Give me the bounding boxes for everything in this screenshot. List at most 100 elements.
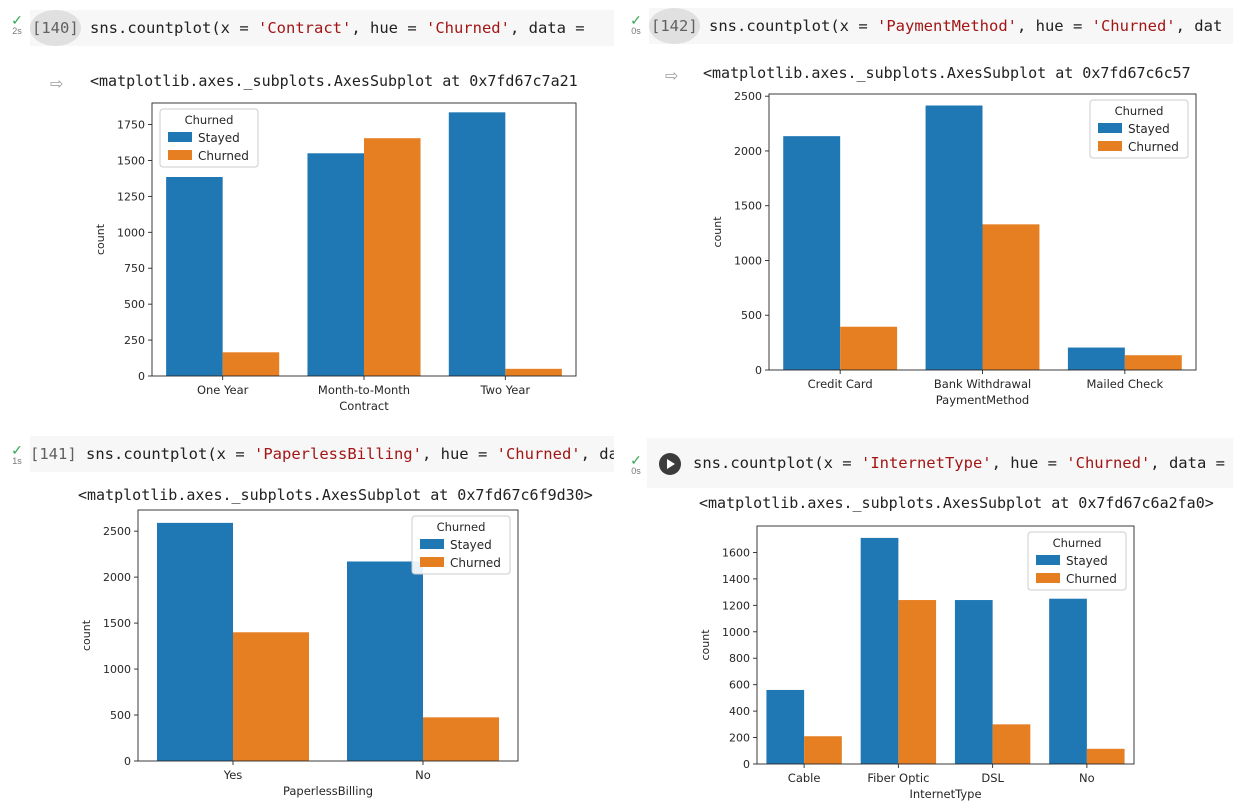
y-tick-label: 0 [743,758,750,771]
y-tick-label: 500 [110,709,131,722]
x-tick-label: DSL [981,771,1004,785]
y-axis-label: count [699,629,712,661]
legend-label-churned: Churned [1066,572,1117,586]
y-tick-label: 2000 [734,145,762,158]
legend-swatch-churned [1036,573,1060,583]
code-text: sns.countplot(x = 'PaymentMethod', hue =… [709,17,1223,35]
exec-count[interactable]: [141] [30,445,77,463]
y-tick-label: 1750 [117,119,145,132]
x-tick-label: Yes [223,768,243,782]
legend-label-churned: Churned [1128,140,1179,154]
bar-churned-credit-card [840,326,898,370]
x-tick-label: Credit Card [808,377,873,391]
legend-label-churned: Churned [198,149,249,163]
x-tick-label: Fiber Optic [867,771,929,785]
bar-stayed-month-to-month [307,153,364,376]
y-axis-label: count [94,223,107,255]
code-cell[interactable]: [140] sns.countplot(x = 'Contract', hue … [30,10,614,46]
legend-swatch-churned [168,150,192,160]
chart-paperless-billing: 0 500 1000 1500 2000 2500 Yes No PaperlessBillin… [80,509,519,798]
bar-stayed-credit-card [783,136,841,370]
bar-churned-month-to-month [364,138,421,376]
y-tick-label: 1500 [734,200,762,213]
y-tick-label: 250 [124,334,145,347]
chart-contract: 0 250 500 750 1000 1250 1500 1750 One Year Month-… [94,102,577,413]
code-cell[interactable]: sns.countplot(x = 'InternetType', hue = … [647,438,1233,488]
legend-title: Churned [185,113,234,127]
bar-churned-fiber-optic [898,600,937,764]
exec-count[interactable]: [140] [30,10,81,46]
bar-stayed-dsl [954,600,993,764]
y-tick-label: 750 [124,262,145,275]
legend-swatch-churned [1098,141,1122,151]
legend-swatch-stayed [1036,555,1060,565]
y-tick-label: 500 [124,298,145,311]
check-icon: ✓ [630,12,642,28]
bar-churned-no [423,717,499,761]
x-tick-label: Month-to-Month [318,383,410,397]
legend-label-stayed: Stayed [1066,554,1108,568]
output-arrow-icon[interactable]: ⇨ [50,76,64,93]
y-tick-label: 2500 [103,525,131,538]
y-tick-label: 1500 [117,154,145,167]
x-tick-label: No [1079,771,1095,785]
code-text: sns.countplot(x = 'Contract', hue = 'Chu… [90,19,585,37]
y-tick-label: 1600 [722,546,750,559]
y-tick-label: 2500 [734,90,762,103]
bar-stayed-yes [157,522,233,761]
bar-churned-no [1086,748,1125,764]
output-arrow-icon[interactable]: ⇨ [665,68,679,85]
x-tick-label: Two Year [480,383,531,397]
exec-time: 0s [631,26,641,36]
code-text: sns.countplot(x = 'PaperlessBilling', hu… [86,445,614,463]
y-tick-label: 1250 [117,190,145,203]
cell-internet-type: ✓ 0s sns.countplot(x = 'InternetType', h… [619,430,1233,805]
legend-label-stayed: Stayed [450,538,492,552]
bar-stayed-fiber-optic [860,537,899,764]
x-tick-label: Cable [788,771,821,785]
plot-frame [756,525,1135,765]
bar-stayed-no [1049,598,1087,764]
output-text: <matplotlib.axes._subplots.AxesSubplot a… [78,486,593,504]
legend-swatch-stayed [1098,123,1122,133]
y-tick-label: 0 [138,370,145,383]
cell-status: ✓ 1s [8,442,26,466]
bar-churned-one-year [222,352,280,376]
code-cell[interactable]: [141] sns.countplot(x = 'PaperlessBillin… [30,436,614,472]
x-axis-label: Contract [339,399,389,413]
x-tick-label: Mailed Check [1086,377,1163,391]
cell-payment-method: ✓ 0s [142] sns.countplot(x = 'PaymentMet… [619,0,1233,420]
y-tick-label: 1500 [103,617,131,630]
exec-time: 0s [631,466,641,476]
chart-payment-method: 0 500 1000 1500 2000 2500 Credit Card Bank With… [711,90,1197,407]
run-button-icon[interactable] [659,452,681,475]
code-cell[interactable]: [142] sns.countplot(x = 'PaymentMethod',… [649,8,1233,44]
chart-internet-type: 0 200 400 600 800 1000 1200 1400 1600 Cable Fiber … [699,525,1135,801]
legend-swatch-stayed [168,132,192,142]
cell-status: ✓ 2s [8,12,26,36]
legend-label-stayed: Stayed [198,131,240,145]
y-tick-label: 500 [741,309,762,322]
output-text: <matplotlib.axes._subplots.AxesSubplot a… [699,494,1214,512]
legend-title: Churned [1115,104,1164,118]
plot-frame [137,509,519,762]
check-icon: ✓ [11,12,23,28]
output-text: <matplotlib.axes._subplots.AxesSubplot a… [703,64,1191,82]
y-tick-label: 800 [729,652,750,665]
code-text: sns.countplot(x = 'InternetType', hue = … [693,454,1233,472]
x-axis-label: PaymentMethod [936,393,1029,407]
y-tick-label: 1200 [722,599,750,612]
bar-churned-mailed-check [1124,355,1182,370]
y-tick-label: 1000 [734,254,762,267]
legend-label-churned: Churned [450,556,501,570]
bar-churned-two-year [505,368,562,376]
x-tick-label: Bank Withdrawal [934,377,1031,391]
check-icon: ✓ [11,442,23,458]
cell-contract: ✓ 2s [140] sns.countplot(x = 'Contract',… [0,0,614,420]
check-icon: ✓ [630,452,642,468]
y-tick-label: 2000 [103,571,131,584]
legend-label-stayed: Stayed [1128,122,1170,136]
legend-title: Churned [1053,536,1102,550]
bar-stayed-one-year [166,176,223,376]
exec-count[interactable]: [142] [649,8,700,44]
